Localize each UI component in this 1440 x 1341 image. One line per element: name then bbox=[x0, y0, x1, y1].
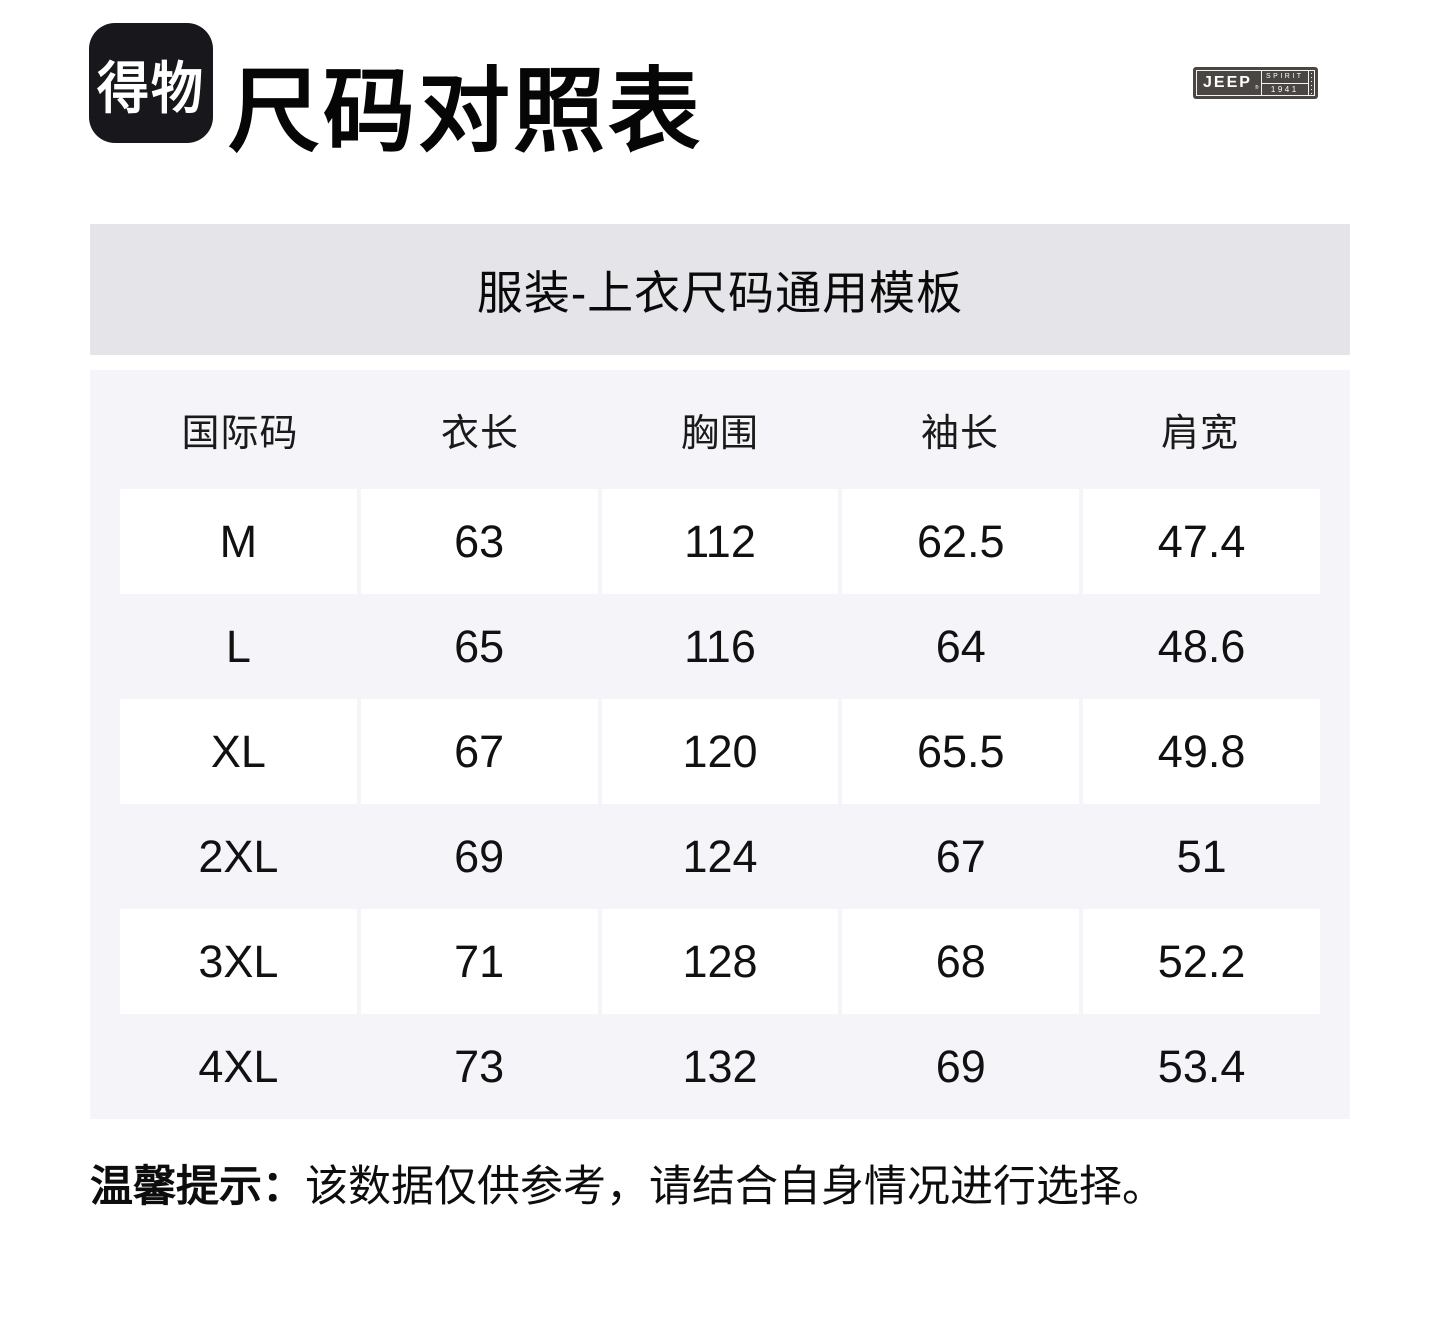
registered-mark: ® bbox=[1254, 85, 1259, 91]
table-header-row: 国际码 衣长 胸围 袖长 肩宽 bbox=[120, 370, 1320, 489]
footer-note-text: 该数据仅供参考，请结合自身情况进行选择。 bbox=[305, 1163, 1165, 1211]
table-cell: 63 bbox=[360, 489, 598, 594]
jeep-wordmark: JEEP bbox=[1203, 74, 1252, 91]
table-row-l: L 65 116 64 48.6 bbox=[120, 594, 1320, 699]
table-row-xl: XL 67 120 65.5 49.8 bbox=[120, 699, 1320, 804]
page-header: 得物 尺码对照表 JEEP ® SPIRIT 1941 bbox=[0, 0, 1440, 224]
table-cell: 124 bbox=[682, 830, 758, 882]
table-cell: 47.4 bbox=[1083, 489, 1320, 594]
template-banner: 服装-上衣尺码通用模板 bbox=[90, 224, 1350, 355]
template-banner-title: 服装-上衣尺码通用模板 bbox=[476, 266, 964, 319]
footer-note: 温馨提示：该数据仅供参考，请结合自身情况进行选择。 bbox=[90, 1152, 1350, 1214]
size-table: 国际码 衣长 胸围 袖长 肩宽 M 63 112 62.5 47.4 L 65 … bbox=[90, 370, 1350, 1119]
column-header-chest: 胸围 bbox=[680, 413, 759, 455]
table-cell: 116 bbox=[684, 620, 756, 672]
dewu-logo: 得物 bbox=[89, 23, 213, 143]
table-row-3xl: 3XL 71 128 68 52.2 bbox=[120, 909, 1320, 1014]
badge-divider bbox=[1260, 71, 1262, 95]
column-header-garment-length: 衣长 bbox=[440, 413, 519, 455]
table-row-2xl: 2XL 69 124 67 51 bbox=[120, 804, 1320, 909]
table-cell: 65 bbox=[454, 620, 505, 672]
column-header-shoulder-width: 肩宽 bbox=[1160, 413, 1239, 455]
table-cell: 2XL bbox=[198, 830, 279, 882]
jeep-year-text: 1941 bbox=[1270, 84, 1299, 94]
table-cell: 73 bbox=[454, 1040, 505, 1092]
table-cell: 52.2 bbox=[1083, 909, 1320, 1014]
table-cell: 65.5 bbox=[842, 699, 1080, 804]
table-cell: 51 bbox=[1176, 830, 1227, 882]
page-title: 尺码对照表 bbox=[228, 61, 704, 163]
table-cell: 112 bbox=[601, 489, 839, 594]
table-cell: XL bbox=[120, 699, 357, 804]
table-cell: 67 bbox=[935, 830, 986, 882]
table-cell: 132 bbox=[682, 1040, 758, 1092]
table-cell: 71 bbox=[360, 909, 598, 1014]
table-cell: 62.5 bbox=[842, 489, 1080, 594]
table-cell: 120 bbox=[601, 699, 839, 804]
table-cell: 3XL bbox=[120, 909, 357, 1014]
table-cell: 67 bbox=[360, 699, 598, 804]
table-cell: L bbox=[225, 620, 251, 672]
jeep-brand-badge: JEEP ® SPIRIT 1941 bbox=[1193, 67, 1318, 99]
footer-note-label: 温馨提示： bbox=[90, 1163, 305, 1211]
table-row-m: M 63 112 62.5 47.4 bbox=[120, 489, 1320, 594]
table-cell: 4XL bbox=[198, 1040, 279, 1092]
table-cell: 53.4 bbox=[1157, 1040, 1246, 1092]
jeep-badge-right: SPIRIT 1941 bbox=[1261, 71, 1308, 95]
table-cell: 48.6 bbox=[1157, 620, 1246, 672]
table-row-4xl: 4XL 73 132 69 53.4 bbox=[120, 1014, 1320, 1119]
jeep-spirit-text: SPIRIT bbox=[1261, 71, 1308, 84]
table-cell: 68 bbox=[842, 909, 1080, 1014]
badge-dotted-edge bbox=[1308, 71, 1314, 95]
table-cell: 64 bbox=[935, 620, 986, 672]
table-cell: 128 bbox=[601, 909, 839, 1014]
table-cell: 69 bbox=[454, 830, 505, 882]
dewu-logo-text: 得物 bbox=[96, 57, 205, 121]
jeep-badge-frame: JEEP ® SPIRIT 1941 bbox=[1196, 70, 1315, 96]
table-cell: 49.8 bbox=[1083, 699, 1320, 804]
column-header-sleeve-length: 袖长 bbox=[920, 413, 999, 455]
table-cell: M bbox=[120, 489, 357, 594]
column-header-intl-size: 国际码 bbox=[181, 413, 299, 455]
table-cell: 69 bbox=[935, 1040, 986, 1092]
